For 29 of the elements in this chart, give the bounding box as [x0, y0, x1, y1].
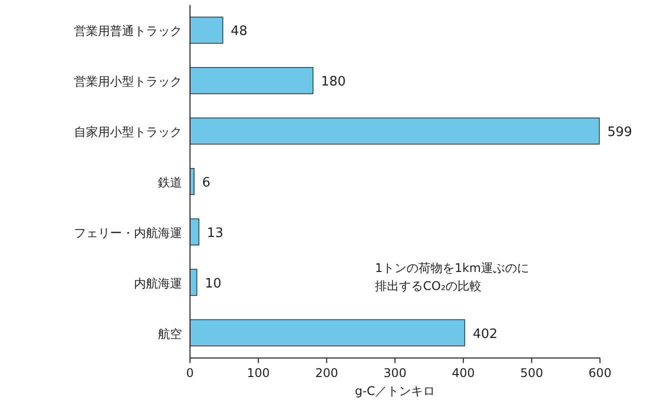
- y-tick-label: 内航海運: [134, 276, 182, 290]
- y-tick-label: フェリー・内航海運: [74, 226, 182, 240]
- x-tick-label: 500: [520, 366, 544, 380]
- data-label: 599: [607, 125, 632, 140]
- x-tick-label: 300: [384, 366, 406, 380]
- data-label: 180: [321, 74, 346, 90]
- bar: [190, 319, 466, 346]
- y-tick-label: 鉄道: [158, 176, 182, 190]
- bar: [190, 67, 314, 94]
- annotation: 1トンの荷物を1km運ぶのに: [375, 261, 529, 275]
- x-tick-label: 0: [186, 366, 194, 380]
- annotation: 排出するCO₂の比較: [375, 279, 482, 293]
- data-label: 6: [202, 176, 210, 190]
- y-tick-label: 営業用小型トラック: [74, 74, 182, 89]
- y-tick-label: 航空: [158, 326, 182, 341]
- bar: [190, 218, 200, 246]
- data-label: 48: [230, 24, 248, 40]
- x-tick-label: 200: [315, 366, 338, 380]
- bar: [190, 16, 224, 44]
- x-axis-title: g-C／トンキロ: [354, 384, 436, 398]
- data-label: 402: [472, 326, 498, 342]
- y-tick-label: 自家用小型トラック: [74, 125, 182, 140]
- data-label: 13: [206, 226, 224, 241]
- x-tick-label: 600: [588, 366, 612, 380]
- x-tick-label: 100: [246, 366, 270, 380]
- x-tick-label: 400: [452, 366, 475, 380]
- data-label: 10: [204, 276, 222, 292]
- y-tick-label: 営業用普通トラック: [74, 24, 182, 38]
- bar: [190, 118, 600, 145]
